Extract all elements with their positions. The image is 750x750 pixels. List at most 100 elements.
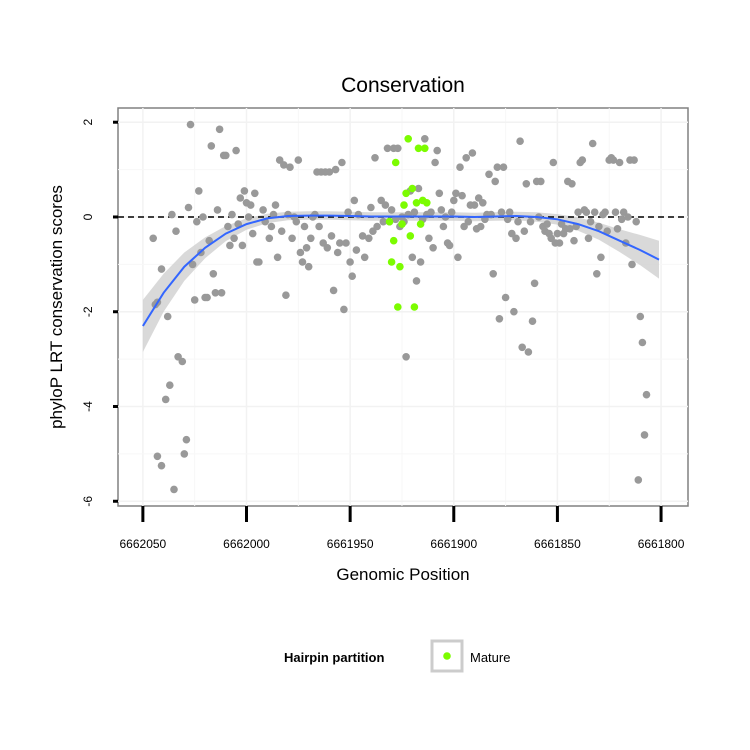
score-point — [296, 248, 305, 257]
score-point — [617, 215, 626, 224]
mature-point — [412, 199, 421, 207]
score-point — [505, 208, 514, 216]
score-point — [246, 201, 255, 209]
score-point — [182, 435, 191, 444]
score-point — [501, 293, 510, 302]
score-point — [485, 170, 493, 179]
score-point — [458, 191, 466, 200]
mature-point — [414, 144, 423, 153]
score-point — [157, 461, 166, 470]
score-point — [251, 189, 259, 198]
score-point — [476, 222, 485, 231]
score-point — [613, 225, 622, 233]
score-point — [288, 234, 296, 243]
score-point — [292, 217, 301, 226]
score-point — [624, 213, 632, 221]
score-point — [207, 142, 216, 150]
mature-point — [385, 217, 394, 226]
score-point — [238, 241, 247, 250]
score-point — [222, 151, 230, 160]
score-point — [311, 210, 319, 219]
score-point — [516, 137, 524, 145]
score-point — [381, 201, 390, 209]
score-point — [450, 196, 458, 205]
score-point — [180, 450, 189, 458]
score-point — [282, 291, 290, 300]
score-point — [578, 156, 587, 164]
score-point — [350, 196, 359, 205]
score-point — [524, 348, 533, 356]
score-point — [586, 217, 595, 226]
smooth-trend-line — [142, 214, 660, 327]
score-point — [373, 222, 381, 231]
mature-point — [410, 303, 419, 311]
score-point — [153, 452, 162, 461]
mature-point — [421, 144, 429, 153]
mature-point — [406, 232, 415, 240]
score-point — [520, 227, 529, 235]
score-point — [371, 154, 379, 162]
score-point — [425, 234, 433, 243]
score-point — [414, 184, 423, 193]
score-point — [215, 125, 224, 134]
x-tick-label: 6662050 — [120, 537, 167, 551]
score-point — [294, 156, 303, 164]
mature-point — [416, 220, 425, 228]
mature-point — [391, 158, 400, 167]
score-point — [522, 180, 531, 188]
score-point — [454, 253, 462, 262]
y-tick-label: -2 — [81, 306, 95, 317]
score-point — [588, 139, 597, 148]
score-point — [280, 161, 288, 169]
score-point — [566, 225, 574, 233]
score-point — [638, 338, 647, 347]
mature-point — [389, 236, 398, 245]
score-point — [331, 165, 340, 174]
legend: Hairpin partition Mature — [284, 639, 510, 673]
score-point — [166, 381, 174, 390]
score-point — [178, 357, 187, 366]
y-axis-title: phyloP LRT conservation scores — [47, 185, 66, 429]
score-point — [340, 305, 348, 314]
score-point — [271, 201, 280, 209]
mature-point — [394, 303, 402, 311]
score-point — [157, 265, 166, 273]
score-point — [327, 232, 336, 240]
chart-title: Conservation — [341, 74, 465, 97]
score-point — [574, 208, 582, 216]
x-tick-label: 6661850 — [534, 537, 581, 551]
score-point — [642, 390, 651, 399]
score-point — [346, 258, 354, 266]
score-point — [408, 253, 417, 262]
score-point — [230, 234, 238, 243]
score-point — [248, 229, 257, 238]
score-point — [636, 312, 645, 321]
score-point — [462, 154, 471, 162]
score-point — [489, 270, 498, 278]
score-point — [456, 163, 464, 171]
score-point — [402, 353, 410, 361]
score-point — [427, 208, 435, 216]
mature-point — [408, 184, 417, 193]
plot-panel — [117, 107, 689, 507]
score-point — [543, 220, 551, 228]
score-point — [615, 158, 624, 167]
score-point — [365, 234, 373, 243]
score-point — [190, 296, 199, 304]
score-point — [244, 213, 253, 221]
score-point — [431, 158, 439, 167]
mature-point — [404, 135, 413, 143]
score-point — [412, 277, 421, 285]
score-point — [512, 234, 520, 243]
score-point — [267, 222, 276, 231]
score-point — [630, 156, 638, 164]
score-point — [593, 270, 601, 278]
score-point — [338, 158, 346, 167]
score-point — [416, 258, 425, 266]
y-tick-label: -4 — [81, 401, 95, 412]
score-point — [584, 234, 593, 243]
mature-point — [400, 201, 408, 209]
score-point — [358, 232, 367, 240]
score-point — [632, 217, 640, 226]
